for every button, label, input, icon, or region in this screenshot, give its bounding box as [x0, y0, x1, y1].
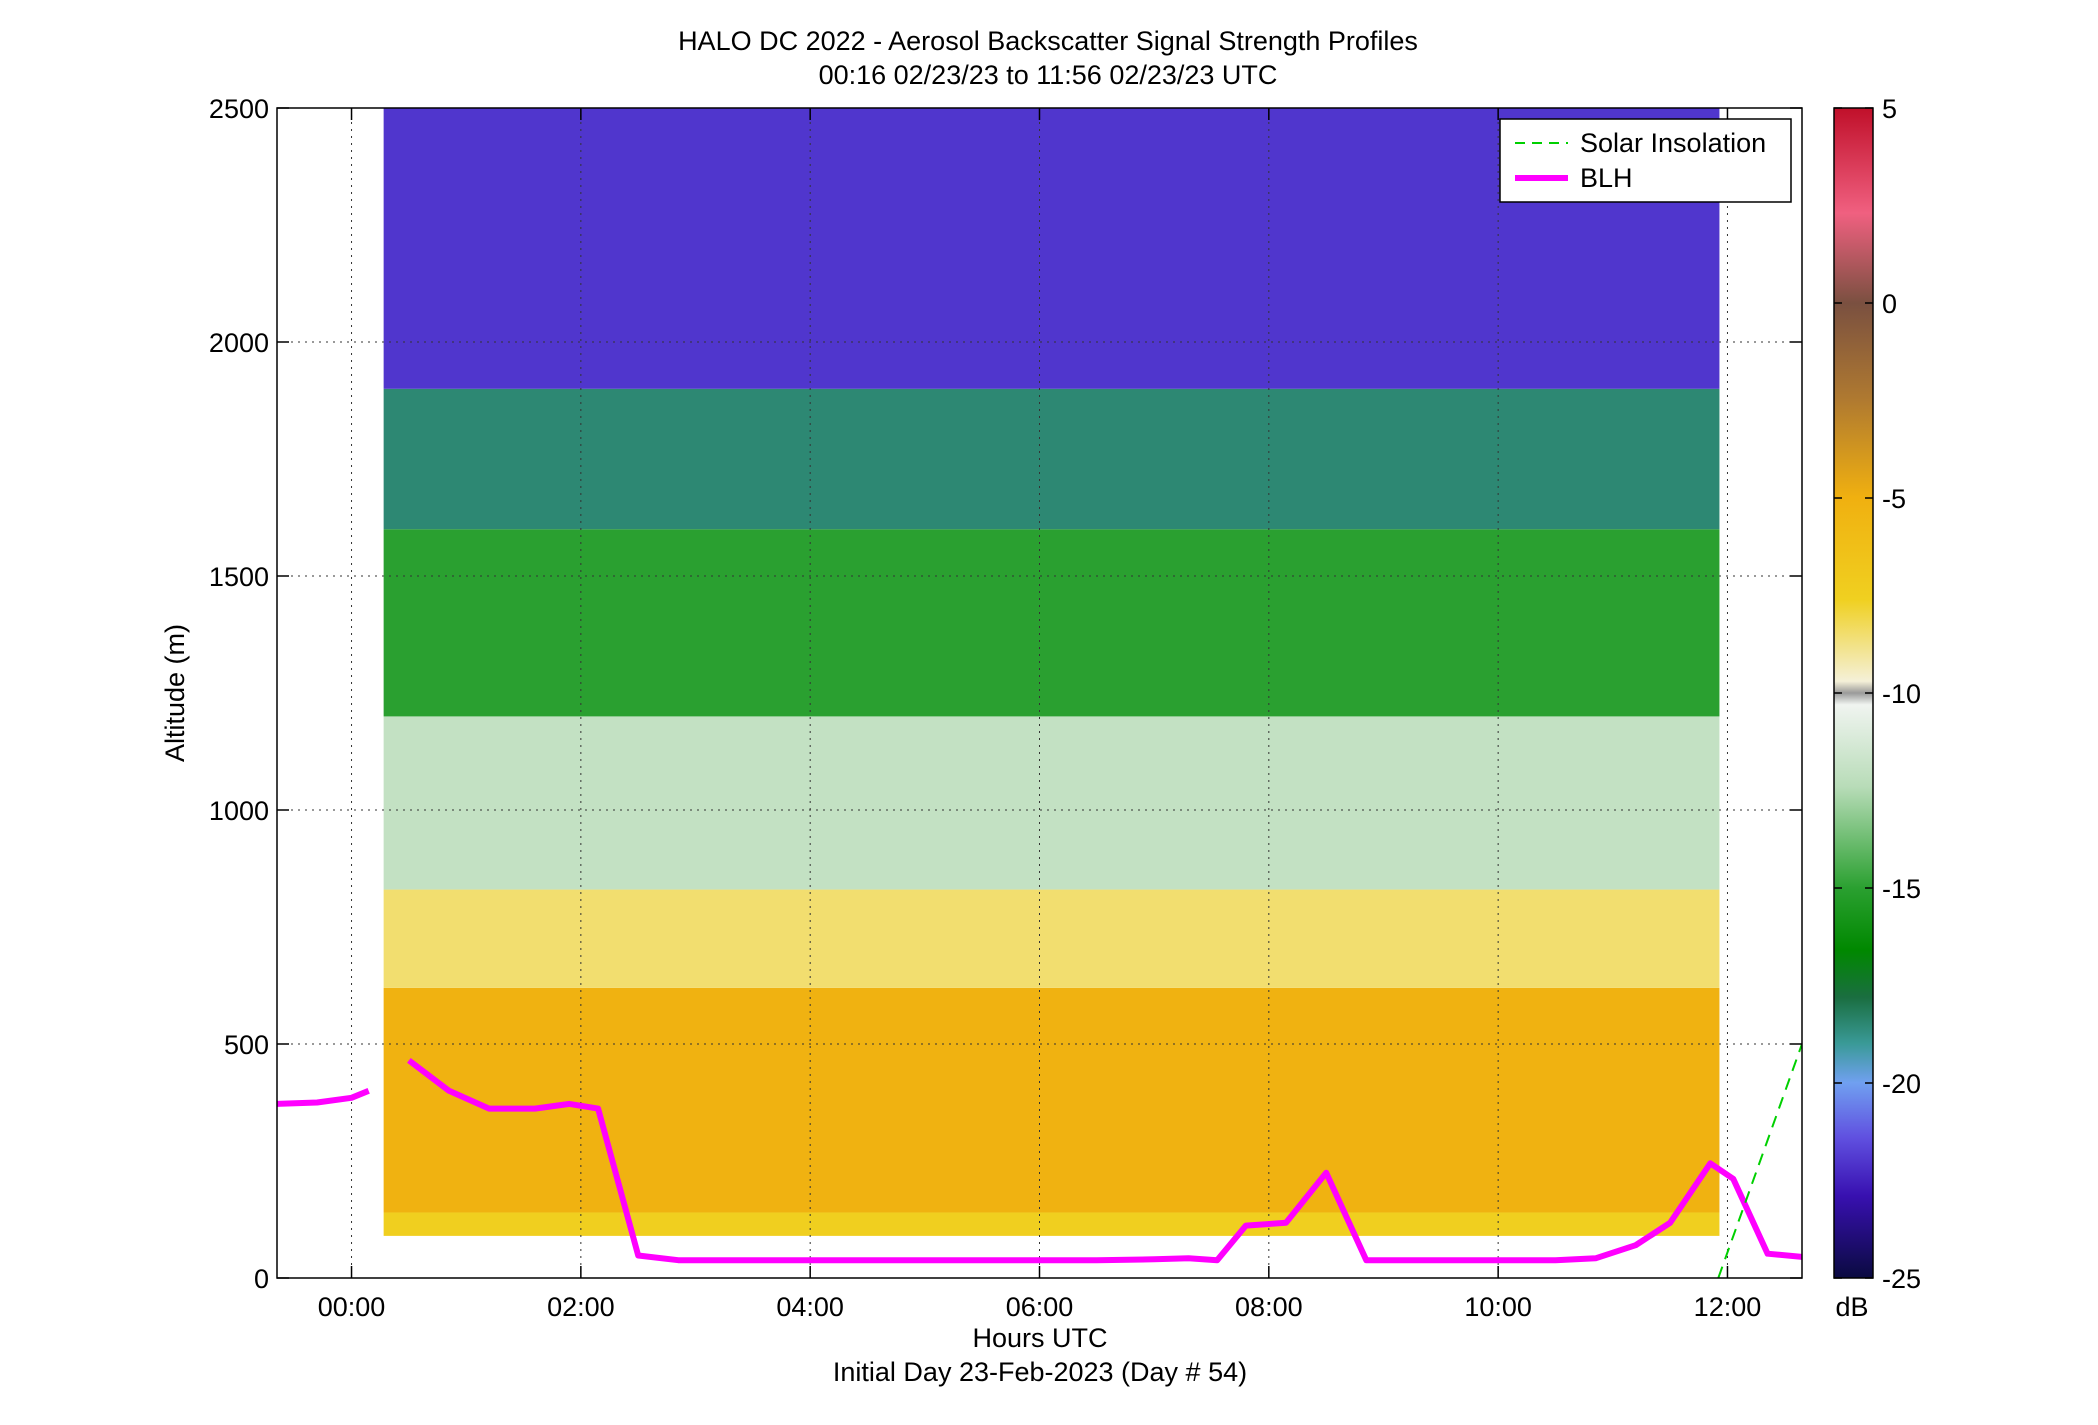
x-axis-ticks: 00:00 02:00 04:00 06:00 08:00 10:00 12:00	[318, 108, 1762, 1322]
colorbar-tick-label: -5	[1882, 484, 1906, 514]
colorbar-tick-label: -10	[1882, 679, 1921, 709]
colorbar-tick-label: -15	[1882, 874, 1921, 904]
legend-label-blh: BLH	[1580, 163, 1633, 193]
legend-label-solar-insolation: Solar Insolation	[1580, 128, 1766, 158]
colorbar-tick-label: 5	[1882, 94, 1897, 124]
y-tick-label: 0	[254, 1264, 269, 1294]
chart-title-line1: HALO DC 2022 - Aerosol Backscatter Signa…	[678, 26, 1418, 56]
y-tick-label: 1500	[209, 562, 269, 592]
heatmap-band	[383, 388, 1720, 530]
colorbar-tick-label: -25	[1882, 1264, 1921, 1294]
heatmap-band	[383, 716, 1720, 890]
x-axis-sublabel: Initial Day 23-Feb-2023 (Day # 54)	[833, 1357, 1247, 1387]
y-tick-label: 500	[224, 1030, 269, 1060]
y-tick-label: 1000	[209, 796, 269, 826]
y-axis-label: Altitude (m)	[160, 624, 190, 762]
colorbar-tick-label: -20	[1882, 1069, 1921, 1099]
chart-title-line2: 00:16 02/23/23 to 11:56 02/23/23 UTC	[819, 60, 1278, 90]
series-line-solar-insolation	[1717, 1043, 1802, 1278]
y-tick-label: 2000	[209, 328, 269, 358]
heatmap-band	[383, 1212, 1720, 1236]
heatmap-band	[383, 529, 1720, 717]
grid-lines	[277, 107, 1802, 1279]
x-tick-label: 12:00	[1694, 1292, 1762, 1322]
x-tick-label: 10:00	[1464, 1292, 1532, 1322]
x-tick-label: 04:00	[776, 1292, 844, 1322]
series-line-blh	[407, 1058, 1802, 1264]
y-axis-ticks: 0 500 1000 1500 2000 2500	[209, 94, 1802, 1294]
x-tick-label: 00:00	[318, 1292, 386, 1322]
heatmap-band	[383, 889, 1720, 988]
series-line-blh	[277, 1088, 370, 1107]
series-lines	[277, 1043, 1802, 1278]
heatmap-band	[383, 987, 1720, 1213]
legend: Solar Insolation BLH	[1499, 118, 1792, 203]
y-tick-label: 2500	[209, 94, 269, 124]
x-axis-label: Hours UTC	[972, 1323, 1107, 1353]
x-tick-label: 06:00	[1006, 1292, 1074, 1322]
backscatter-heatmap	[383, 108, 1720, 1236]
x-tick-label: 08:00	[1235, 1292, 1303, 1322]
colorbar-ticks: 5 0 -5 -10 -15 -20 -25	[1834, 94, 1921, 1294]
colorbar-unit-label: dB	[1835, 1292, 1868, 1322]
x-tick-label: 02:00	[547, 1292, 615, 1322]
colorbar-tick-label: 0	[1882, 289, 1897, 319]
legend-box	[1499, 118, 1792, 203]
